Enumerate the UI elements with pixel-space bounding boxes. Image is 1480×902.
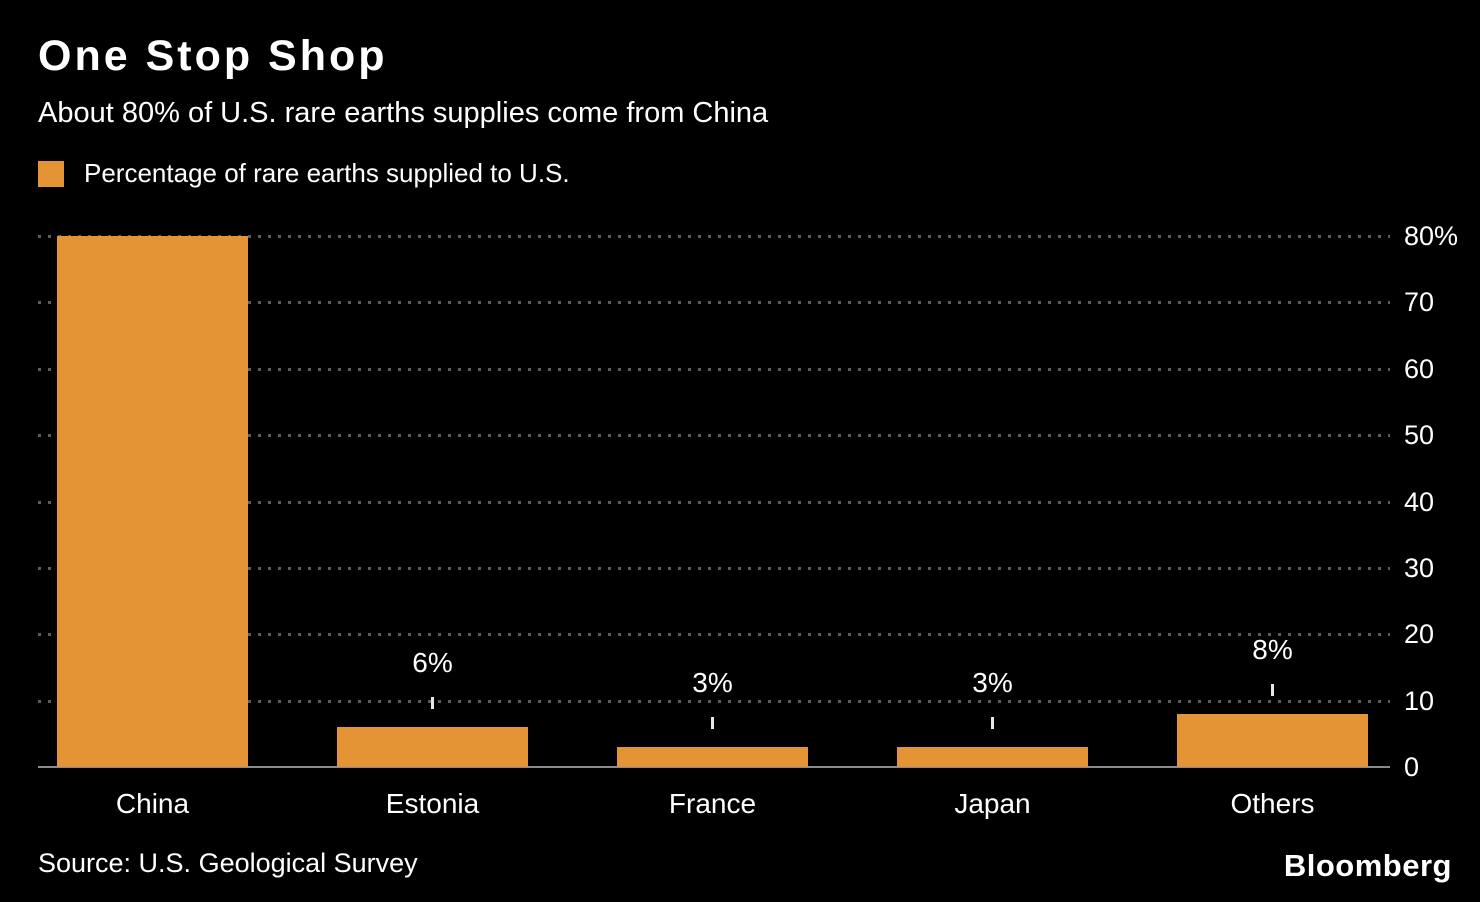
gridline-70 bbox=[38, 301, 1390, 305]
y-tick-label: 50 bbox=[1404, 420, 1435, 451]
x-axis-label-china: China bbox=[115, 788, 190, 819]
gridline-60 bbox=[38, 367, 1390, 371]
y-tick-label: 30 bbox=[1404, 552, 1435, 583]
y-tick-label: 80% bbox=[1404, 221, 1459, 251]
legend: Percentage of rare earths supplied to U.… bbox=[38, 158, 570, 189]
bar-estonia bbox=[337, 727, 528, 767]
gridline-20 bbox=[38, 633, 1390, 637]
value-tick-others bbox=[1271, 683, 1274, 696]
value-tick-japan bbox=[991, 717, 994, 730]
value-label-others: 8% bbox=[1252, 633, 1293, 665]
gridline-30 bbox=[38, 566, 1390, 570]
value-tick-france bbox=[711, 717, 714, 730]
chart-title: One Stop Shop bbox=[38, 32, 388, 80]
y-tick-label: 10 bbox=[1404, 685, 1435, 716]
gridline-50 bbox=[38, 434, 1390, 438]
y-tick-label: 20 bbox=[1404, 619, 1435, 650]
x-axis-label-estonia: Estonia bbox=[385, 788, 480, 819]
value-tick-estonia bbox=[431, 697, 434, 710]
source-note: Source: U.S. Geological Survey bbox=[38, 848, 418, 878]
value-label-estonia: 6% bbox=[412, 647, 453, 679]
bar-france bbox=[617, 747, 808, 767]
chart-subtitle: About 80% of U.S. rare earths supplies c… bbox=[38, 97, 769, 129]
y-tick-label: 0 bbox=[1404, 752, 1420, 782]
bar-china bbox=[57, 236, 248, 767]
x-axis-line bbox=[38, 766, 1390, 768]
value-label-france: 3% bbox=[692, 667, 733, 699]
y-tick-label: 60 bbox=[1404, 353, 1435, 384]
y-tick-label: 40 bbox=[1404, 486, 1435, 517]
x-axis-label-others: Others bbox=[1230, 788, 1315, 819]
legend-swatch-icon bbox=[38, 160, 64, 187]
legend-label: Percentage of rare earths supplied to U.… bbox=[84, 158, 570, 188]
bar-japan bbox=[897, 747, 1088, 767]
bloomberg-logo: Bloomberg bbox=[1283, 848, 1452, 883]
gridline-40 bbox=[38, 500, 1390, 504]
x-axis-label-japan: Japan bbox=[954, 788, 1031, 819]
bar-others bbox=[1177, 713, 1368, 767]
value-label-japan: 3% bbox=[972, 667, 1013, 699]
gridline-10 bbox=[38, 699, 1390, 703]
gridline-80 bbox=[38, 235, 1390, 238]
y-tick-label: 70 bbox=[1404, 287, 1435, 318]
x-axis-label-france: France bbox=[668, 788, 757, 819]
